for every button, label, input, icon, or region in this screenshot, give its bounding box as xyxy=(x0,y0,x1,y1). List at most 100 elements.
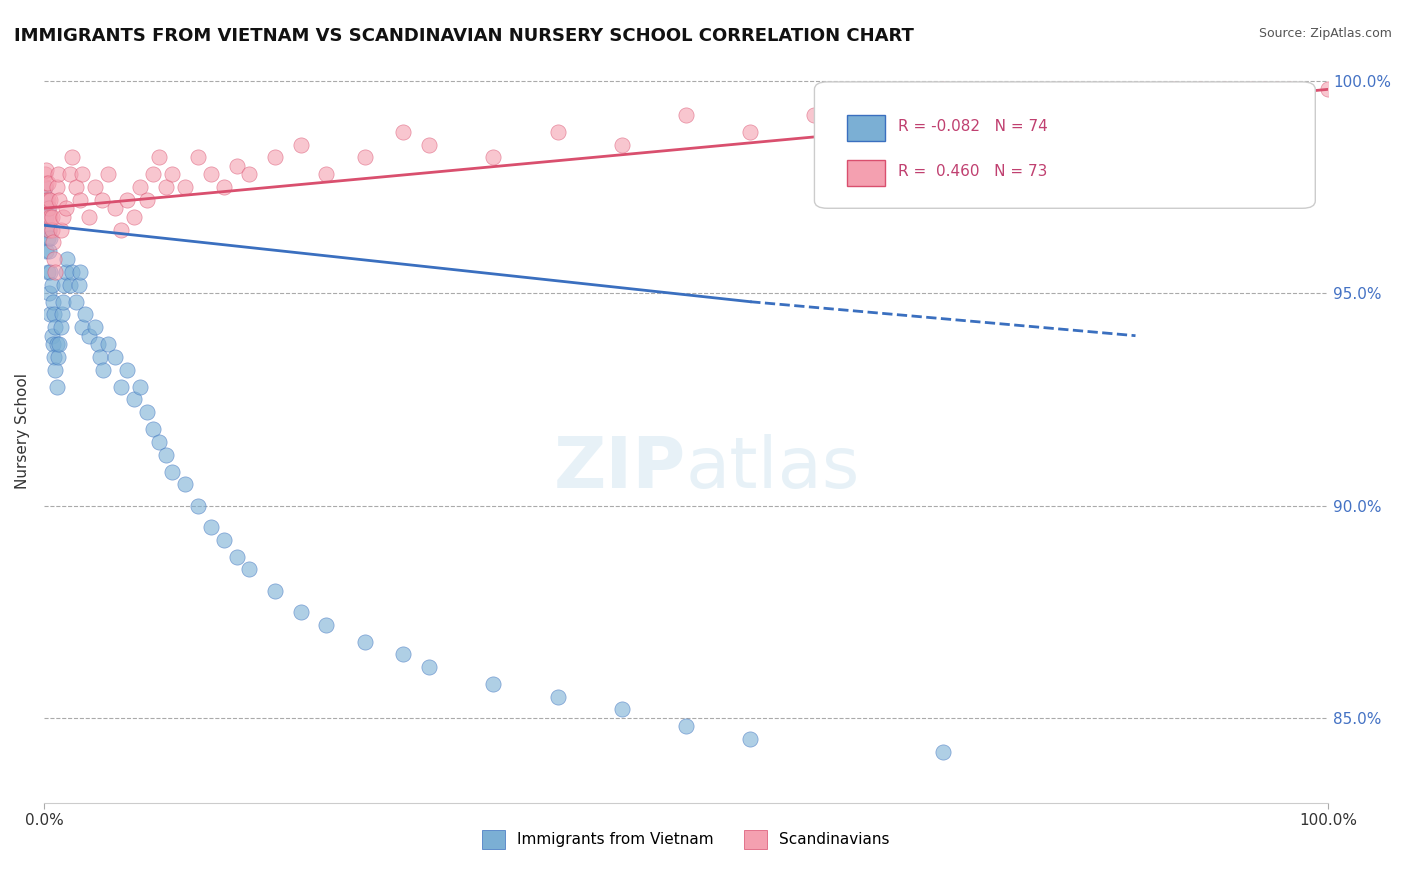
Point xyxy=(932,82,955,96)
Point xyxy=(238,562,260,576)
Point xyxy=(97,337,120,351)
Point xyxy=(264,150,287,164)
Point xyxy=(53,277,76,292)
Point xyxy=(1265,82,1288,96)
Point xyxy=(1215,82,1237,96)
Point xyxy=(225,549,247,564)
Point xyxy=(392,125,415,139)
Point xyxy=(55,201,77,215)
FancyBboxPatch shape xyxy=(846,160,884,186)
Point xyxy=(803,108,825,122)
Point xyxy=(34,167,56,181)
Point xyxy=(122,392,145,407)
Point xyxy=(354,634,377,648)
Point xyxy=(135,405,157,419)
Point xyxy=(37,193,59,207)
Point xyxy=(418,660,440,674)
Point xyxy=(290,605,312,619)
Point xyxy=(42,294,65,309)
Point xyxy=(84,180,107,194)
Point xyxy=(187,499,209,513)
Point xyxy=(42,235,65,250)
Text: R = -0.082   N = 74: R = -0.082 N = 74 xyxy=(898,119,1047,134)
Point xyxy=(42,337,65,351)
Point xyxy=(65,294,87,309)
Point xyxy=(117,193,139,207)
Point xyxy=(67,277,90,292)
Text: R =  0.460   N = 73: R = 0.460 N = 73 xyxy=(898,163,1047,178)
Point xyxy=(51,308,73,322)
Point xyxy=(39,210,62,224)
Point xyxy=(35,244,58,258)
Point xyxy=(418,137,440,152)
Point xyxy=(72,167,94,181)
Point xyxy=(129,180,152,194)
Point xyxy=(46,167,69,181)
Point xyxy=(37,265,59,279)
Point xyxy=(37,210,59,224)
Point xyxy=(995,95,1018,109)
Point xyxy=(37,231,59,245)
Point xyxy=(315,617,337,632)
Point xyxy=(44,252,66,267)
Point xyxy=(45,379,67,393)
Point xyxy=(39,231,62,245)
Point xyxy=(162,167,184,181)
Point xyxy=(41,222,63,236)
Legend: Immigrants from Vietnam, Scandinavians: Immigrants from Vietnam, Scandinavians xyxy=(475,824,896,855)
Point xyxy=(34,180,56,194)
Point xyxy=(35,193,58,207)
Point xyxy=(39,193,62,207)
Point xyxy=(610,137,633,152)
Point xyxy=(48,337,70,351)
Point xyxy=(48,193,70,207)
Point xyxy=(44,308,66,322)
Point xyxy=(1163,82,1185,96)
Point xyxy=(91,362,114,376)
Point xyxy=(868,95,890,109)
Point xyxy=(35,210,58,224)
Point xyxy=(155,180,177,194)
Point xyxy=(69,193,91,207)
Point xyxy=(148,150,170,164)
Point xyxy=(41,210,63,224)
Point xyxy=(44,320,66,334)
Point xyxy=(35,193,58,207)
Point xyxy=(932,745,955,759)
Point xyxy=(77,210,100,224)
Point xyxy=(39,265,62,279)
Y-axis label: Nursery School: Nursery School xyxy=(15,373,30,490)
Point xyxy=(65,180,87,194)
Point xyxy=(38,201,60,215)
Point xyxy=(129,379,152,393)
Point xyxy=(87,337,110,351)
Point xyxy=(675,108,697,122)
Point xyxy=(49,222,72,236)
Point xyxy=(1125,95,1147,109)
Point xyxy=(482,677,505,691)
Point xyxy=(155,448,177,462)
Point xyxy=(38,244,60,258)
Point xyxy=(56,252,79,267)
Point xyxy=(46,350,69,364)
Point xyxy=(60,265,83,279)
Point xyxy=(142,167,165,181)
Point xyxy=(110,379,132,393)
Point xyxy=(37,176,59,190)
Point xyxy=(212,533,235,547)
Point xyxy=(89,350,111,364)
Point xyxy=(547,125,569,139)
Point xyxy=(1188,82,1211,96)
Point xyxy=(45,337,67,351)
Point xyxy=(103,201,125,215)
Point xyxy=(200,520,222,534)
Point xyxy=(1253,82,1275,96)
Point xyxy=(37,201,59,215)
Point xyxy=(610,702,633,716)
Point xyxy=(90,193,112,207)
Text: ZIP: ZIP xyxy=(554,434,686,503)
Point xyxy=(740,125,762,139)
Point xyxy=(77,328,100,343)
Point xyxy=(482,150,505,164)
Point xyxy=(38,222,60,236)
